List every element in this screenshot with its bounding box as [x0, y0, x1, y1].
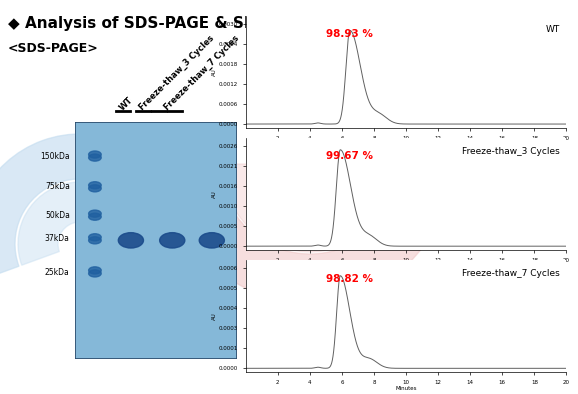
Text: Freeze-thaw_3 Cycles: Freeze-thaw_3 Cycles: [462, 147, 560, 156]
X-axis label: Minutes: Minutes: [395, 264, 417, 269]
Text: 98.93 %: 98.93 %: [326, 29, 373, 39]
X-axis label: Minutes: Minutes: [395, 387, 417, 391]
X-axis label: Minutes: Minutes: [395, 142, 417, 147]
Text: 99.67 %: 99.67 %: [326, 151, 373, 162]
Ellipse shape: [88, 213, 101, 220]
Text: Freeze-thaw_7 Cycles: Freeze-thaw_7 Cycles: [462, 269, 560, 278]
Text: WT: WT: [118, 95, 135, 112]
Text: 50kDa: 50kDa: [45, 211, 70, 220]
Text: ◆ Analysis of SDS-PAGE & SEC-HPLC: ◆ Analysis of SDS-PAGE & SEC-HPLC: [8, 16, 317, 31]
Text: WT: WT: [546, 25, 560, 34]
Wedge shape: [172, 172, 450, 304]
Text: Freeze-thaw_7 Cycles: Freeze-thaw_7 Cycles: [163, 33, 242, 112]
Wedge shape: [222, 164, 398, 252]
Text: 37kDa: 37kDa: [45, 234, 70, 243]
Ellipse shape: [160, 233, 185, 248]
Wedge shape: [0, 134, 183, 282]
Text: 150kDa: 150kDa: [40, 152, 70, 161]
Text: <SEC-HPLC>: <SEC-HPLC>: [345, 42, 435, 55]
FancyBboxPatch shape: [75, 122, 237, 359]
Ellipse shape: [88, 234, 101, 241]
Text: 98.82 %: 98.82 %: [326, 273, 373, 284]
Ellipse shape: [88, 267, 101, 274]
Y-axis label: AU: AU: [212, 312, 217, 320]
Y-axis label: AU: AU: [212, 68, 217, 76]
Ellipse shape: [88, 185, 101, 192]
Wedge shape: [18, 182, 138, 265]
Ellipse shape: [88, 270, 101, 277]
Text: 75kDa: 75kDa: [45, 182, 70, 191]
Ellipse shape: [88, 237, 101, 244]
Ellipse shape: [88, 182, 101, 189]
Ellipse shape: [88, 151, 101, 158]
Ellipse shape: [88, 210, 101, 217]
Ellipse shape: [88, 154, 101, 161]
Text: <SDS-PAGE>: <SDS-PAGE>: [8, 42, 99, 55]
Y-axis label: AU: AU: [212, 190, 217, 198]
Text: Freeze-thaw_3 Cycles: Freeze-thaw_3 Cycles: [138, 33, 216, 112]
Ellipse shape: [199, 233, 224, 248]
Ellipse shape: [118, 233, 143, 248]
Text: 25kDa: 25kDa: [45, 268, 70, 277]
